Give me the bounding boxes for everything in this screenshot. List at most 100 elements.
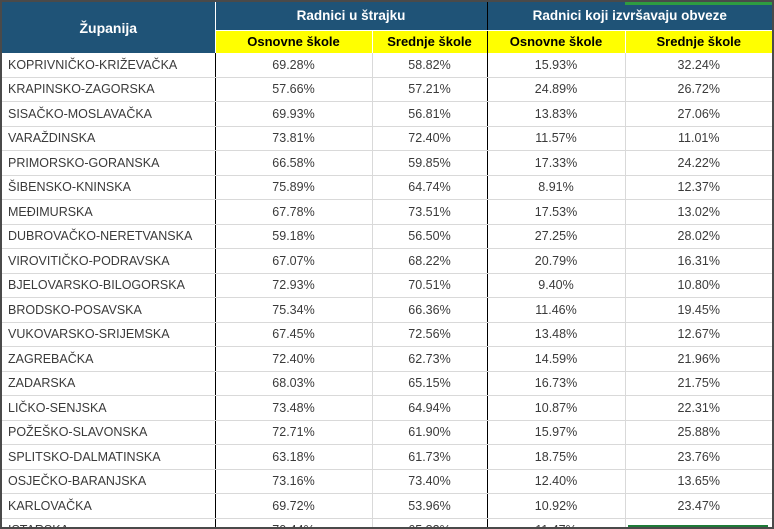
value-cell[interactable]: 72.71% [214, 420, 372, 445]
value-cell[interactable]: 66.58% [214, 150, 372, 176]
value-cell[interactable]: 10.87% [486, 395, 625, 421]
value-cell[interactable]: 64.74% [371, 175, 487, 200]
value-cell[interactable]: 19.45% [624, 297, 772, 323]
value-cell[interactable]: 61.90% [371, 420, 487, 445]
value-cell[interactable]: 61.73% [371, 444, 487, 470]
value-cell[interactable]: 21.75% [624, 371, 772, 396]
county-cell[interactable]: KOPRIVNIČKO-KRIŽEVAČKA [2, 53, 215, 78]
county-cell[interactable]: ISTARSKA [2, 518, 215, 527]
value-cell[interactable]: 16.31% [624, 248, 772, 274]
value-cell[interactable]: 69.72% [214, 493, 372, 519]
value-cell[interactable]: 70.44% [214, 518, 372, 527]
value-cell[interactable]: 65.15% [371, 371, 487, 396]
value-cell[interactable]: 75.89% [214, 175, 372, 200]
value-cell[interactable]: 66.36% [371, 297, 487, 323]
group-header-radnici-obveze[interactable]: Radnici koji izvršavaju obveze [486, 2, 772, 31]
subheader-obveze-srednje-skole[interactable]: Srednje škole [624, 30, 772, 53]
value-cell[interactable]: 68.03% [214, 371, 372, 396]
value-cell[interactable]: 15.93% [486, 53, 625, 78]
value-cell[interactable]: 11.46% [486, 297, 625, 323]
value-cell[interactable]: 13.65% [624, 469, 772, 494]
value-cell[interactable]: 12.40% [486, 469, 625, 494]
value-cell[interactable]: 24.22% [624, 150, 772, 176]
value-cell[interactable]: 62.73% [371, 346, 487, 372]
value-cell[interactable]: 59.18% [214, 224, 372, 249]
value-cell[interactable]: 16.73% [486, 371, 625, 396]
value-cell[interactable]: 56.50% [371, 224, 487, 249]
value-cell[interactable]: 53.96% [371, 493, 487, 519]
value-cell[interactable]: 63.18% [214, 444, 372, 470]
value-cell[interactable]: 73.51% [371, 199, 487, 225]
value-cell[interactable]: 13.83% [486, 101, 625, 127]
value-cell[interactable]: 22.31% [624, 395, 772, 421]
value-cell[interactable]: 72.40% [214, 346, 372, 372]
value-cell[interactable]: 64.94% [371, 395, 487, 421]
value-cell[interactable]: 67.45% [214, 322, 372, 347]
value-cell[interactable]: 28.02% [624, 224, 772, 249]
county-cell[interactable]: VIROVITIČKO-PODRAVSKA [2, 248, 215, 274]
county-cell[interactable]: ŠIBENSKO-KNINSKA [2, 175, 215, 200]
value-cell[interactable]: 72.40% [371, 126, 487, 151]
value-cell[interactable]: 9.40% [486, 273, 625, 298]
value-cell[interactable]: 73.81% [214, 126, 372, 151]
value-cell[interactable]: 13.02% [624, 199, 772, 225]
value-cell[interactable]: 17.53% [486, 199, 625, 225]
column-header-zupanija[interactable]: Županija [2, 2, 216, 53]
value-cell[interactable]: 8.91% [486, 175, 625, 200]
value-cell[interactable]: 27.25% [486, 224, 625, 249]
value-cell[interactable]: 57.66% [214, 77, 372, 102]
value-cell[interactable]: 13.48% [486, 322, 625, 347]
value-cell[interactable]: 20.79% [486, 248, 625, 274]
county-cell[interactable]: MEĐIMURSKA [2, 199, 215, 225]
value-cell[interactable]: 73.16% [214, 469, 372, 494]
value-cell[interactable]: 58.82% [371, 53, 487, 78]
value-cell[interactable]: 12.37% [624, 175, 772, 200]
value-cell[interactable]: 56.81% [371, 101, 487, 127]
county-cell[interactable]: VUKOVARSKO-SRIJEMSKA [2, 322, 215, 347]
value-cell[interactable]: 67.07% [214, 248, 372, 274]
value-cell[interactable]: 14.59% [486, 346, 625, 372]
value-cell[interactable]: 10.92% [486, 493, 625, 519]
value-cell[interactable]: 75.34% [214, 297, 372, 323]
county-cell[interactable]: LIČKO-SENJSKA [2, 395, 215, 421]
subheader-obveze-osnovne-skole[interactable]: Osnovne škole [486, 30, 625, 53]
value-cell[interactable]: 69.28% [214, 53, 372, 78]
value-cell[interactable]: 67.78% [214, 199, 372, 225]
county-cell[interactable]: SPLITSKO-DALMATINSKA [2, 444, 215, 470]
county-cell[interactable]: PRIMORSKO-GORANSKA [2, 150, 215, 176]
value-cell[interactable]: 59.85% [371, 150, 487, 176]
county-cell[interactable]: SISAČKO-MOSLAVAČKA [2, 101, 215, 127]
value-cell[interactable]: 11.47% [486, 518, 625, 527]
value-cell[interactable]: 15.97% [486, 420, 625, 445]
value-cell[interactable]: 11.57% [486, 126, 625, 151]
value-cell[interactable]: 12.67% [624, 322, 772, 347]
value-cell[interactable]: 69.93% [214, 101, 372, 127]
value-cell[interactable]: 70.51% [371, 273, 487, 298]
value-cell[interactable]: 21.96% [624, 346, 772, 372]
value-cell[interactable]: 65.82% [371, 518, 487, 527]
group-header-radnici-u-strajku[interactable]: Radnici u štrajku [215, 2, 487, 31]
value-cell[interactable]: 68.22% [371, 248, 487, 274]
subheader-strajk-srednje-skole[interactable]: Srednje škole [371, 30, 487, 53]
value-cell[interactable]: 18.75% [486, 444, 625, 470]
value-cell[interactable]: 72.93% [214, 273, 372, 298]
value-cell[interactable]: 57.21% [371, 77, 487, 102]
value-cell[interactable]: 72.56% [371, 322, 487, 347]
county-cell[interactable]: VARAŽDINSKA [2, 126, 215, 151]
county-cell[interactable]: POŽEŠKO-SLAVONSKA [2, 420, 215, 445]
county-cell[interactable]: ZAGREBAČKA [2, 346, 215, 372]
county-cell[interactable]: ZADARSKA [2, 371, 215, 396]
value-cell[interactable]: 24.89% [486, 77, 625, 102]
county-cell[interactable]: OSJEČKO-BARANJSKA [2, 469, 215, 494]
subheader-strajk-osnovne-skole[interactable]: Osnovne škole [214, 30, 372, 53]
value-cell[interactable]: 32.24% [624, 53, 772, 78]
county-cell[interactable]: BRODSKO-POSAVSKA [2, 297, 215, 323]
county-cell[interactable]: BJELOVARSKO-BILOGORSKA [2, 273, 215, 298]
value-cell[interactable]: 27.06% [624, 101, 772, 127]
value-cell[interactable]: 73.40% [371, 469, 487, 494]
value-cell[interactable]: 11.01% [624, 126, 772, 151]
value-cell[interactable]: 17.33% [486, 150, 625, 176]
county-cell[interactable]: DUBROVAČKO-NERETVANSKA [2, 224, 215, 249]
value-cell[interactable]: 26.72% [624, 77, 772, 102]
county-cell[interactable]: KRAPINSKO-ZAGORSKA [2, 77, 215, 102]
